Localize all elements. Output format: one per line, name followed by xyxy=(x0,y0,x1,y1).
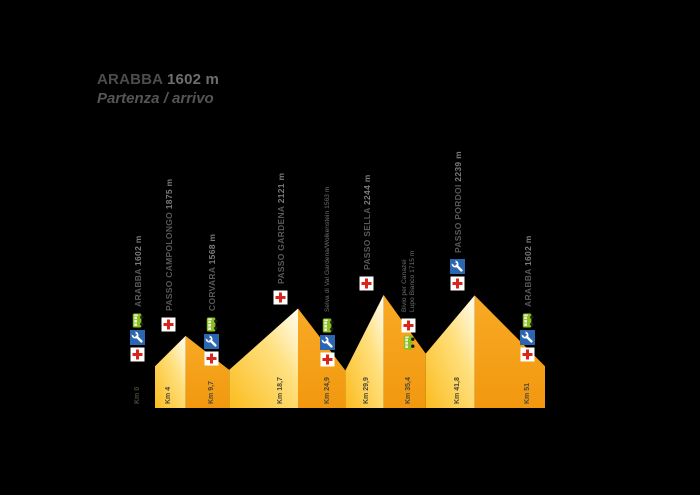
bike-service-icon xyxy=(204,333,220,349)
waypoint-name: PASSO PORDOI 2239 m xyxy=(452,151,463,254)
waypoint-label: Bivio per Canazei Lupo Bianco 1715 m xyxy=(400,250,417,350)
waypoint-elevation: 2121 m xyxy=(275,172,286,203)
profile-segment xyxy=(229,308,298,408)
medical-icon xyxy=(320,352,335,366)
waypoint-name: PASSO CAMPOLONGO 1875 m xyxy=(163,178,174,311)
title-elevation: 1602 m xyxy=(167,71,220,88)
medical-icon xyxy=(520,347,535,362)
waypoint-label: PASSO PORDOI 2239 m xyxy=(449,151,466,291)
waypoint-name: ARABBA 1602 m xyxy=(522,235,533,308)
waypoint-elevation: 1568 m xyxy=(206,233,217,265)
medical-icon xyxy=(273,290,288,304)
waypoint-elevation: 2239 m xyxy=(452,151,463,183)
km-marker: Km 41,8 xyxy=(453,377,461,404)
waypoint-elevation: 2244 m xyxy=(361,174,372,205)
waypoint-name: CORVARA 1568 m xyxy=(206,233,217,311)
profile-segment xyxy=(425,295,475,408)
km-marker: Km 29,9 xyxy=(362,377,370,404)
bike-service-icon xyxy=(520,330,535,346)
profile-segment xyxy=(383,294,426,408)
medical-icon xyxy=(359,276,374,291)
page-title: ARABBA 1602 m xyxy=(97,70,219,89)
bike-service-icon xyxy=(320,334,336,350)
km-marker: Km 51 xyxy=(524,382,531,404)
km-marker: Km 24,9 xyxy=(324,377,332,404)
medical-icon xyxy=(204,351,219,366)
waypoint-label: Selva di Val Gardena/Wolkenstein 1563 m xyxy=(319,186,336,366)
waypoint-label: PASSO CAMPOLONGO 1875 m xyxy=(160,178,177,332)
waypoint-elevation: 1875 m xyxy=(163,178,174,210)
profile-segment xyxy=(155,335,186,408)
waypoint-name: PASSO SELLA 2244 m xyxy=(361,174,372,270)
waypoint-label: ARABBA 1602 m xyxy=(129,236,146,363)
waypoint-label: CORVARA 1568 m xyxy=(203,234,220,366)
profile-segment xyxy=(185,335,230,408)
waypoint-elevation: 1602 m xyxy=(522,235,533,267)
title-place: ARABBA xyxy=(97,71,163,88)
medical-icon xyxy=(401,318,416,333)
medical-icon xyxy=(161,317,176,332)
waypoint-label: PASSO GARDENA 2121 m xyxy=(272,172,289,304)
waypoint-name: Selva di Val Gardena/Wolkenstein 1563 m xyxy=(324,186,332,312)
shuttle-bus-icon xyxy=(132,313,144,328)
waypoint-elevation: 1602 m xyxy=(132,235,143,267)
medical-icon xyxy=(450,276,465,291)
bike-service-icon xyxy=(449,259,465,275)
km-marker: Km 18,7 xyxy=(277,377,284,404)
waypoint-label: ARABBA 1602 m xyxy=(519,236,536,363)
shuttle-bus-icon xyxy=(522,313,534,328)
waypoint-name: Bivio per Canazei Lupo Bianco 1715 m xyxy=(400,250,416,312)
shuttle-bus-icon xyxy=(323,318,334,332)
chart-title-block: ARABBA 1602 m Partenza / arrivo xyxy=(97,70,219,108)
km-marker: Km 4 xyxy=(164,386,172,404)
shuttle-bus-icon xyxy=(403,335,415,350)
page-subtitle: Partenza / arrivo xyxy=(97,90,214,107)
shuttle-bus-icon xyxy=(206,317,218,332)
waypoint-label: PASSO SELLA 2244 m xyxy=(358,174,375,291)
medical-icon xyxy=(130,347,145,362)
km-marker: Km 9,7 xyxy=(208,381,216,404)
waypoint-name: PASSO GARDENA 2121 m xyxy=(275,172,286,284)
km-marker: Km 35,4 xyxy=(404,377,412,404)
km-marker: Km 0 xyxy=(134,386,141,404)
waypoint-name: ARABBA 1602 m xyxy=(132,235,143,308)
profile-segment xyxy=(474,295,545,408)
profile-segment xyxy=(345,294,384,408)
bike-service-icon xyxy=(130,330,145,346)
